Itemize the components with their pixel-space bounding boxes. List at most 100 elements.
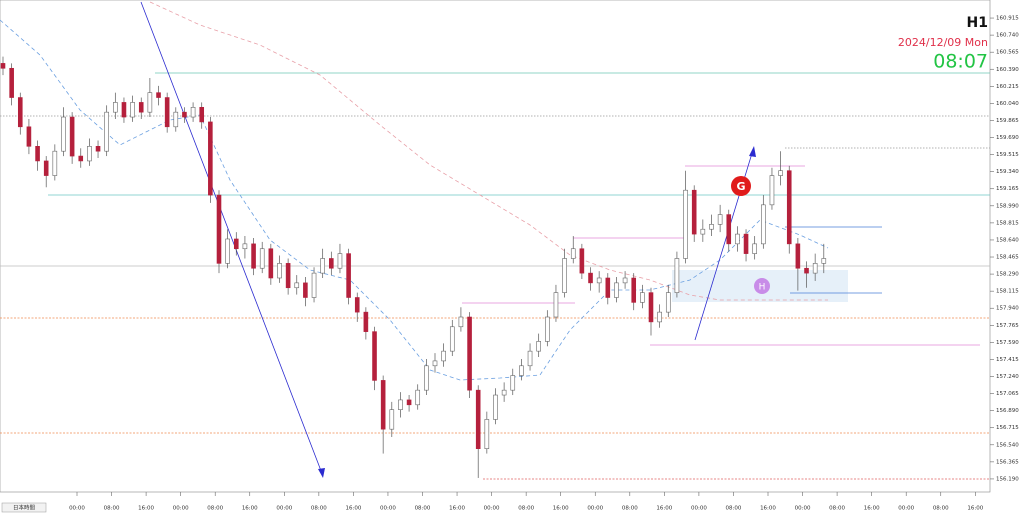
candle-body bbox=[709, 224, 714, 230]
y-tick-label: 156.190 bbox=[996, 476, 1019, 482]
candle-body bbox=[674, 258, 680, 293]
candle-body bbox=[648, 292, 654, 323]
candle-body bbox=[346, 253, 351, 298]
x-tick-label: 16:00 bbox=[656, 506, 672, 512]
y-tick-label: 156.715 bbox=[996, 425, 1019, 431]
y-tick-label: 158.815 bbox=[996, 220, 1019, 226]
candle-body bbox=[277, 263, 282, 279]
candle-body bbox=[130, 102, 135, 118]
y-tick-label: 156.890 bbox=[996, 408, 1019, 414]
candle-body bbox=[398, 399, 403, 410]
x-tick-label: 16:00 bbox=[449, 506, 465, 512]
candle-body bbox=[752, 243, 757, 254]
x-tick-label: 08:00 bbox=[518, 506, 534, 512]
y-tick-label: 159.515 bbox=[996, 152, 1019, 158]
candle-body bbox=[812, 263, 818, 274]
candle-body bbox=[164, 97, 170, 128]
x-tick-label: 00:00 bbox=[898, 506, 914, 512]
candle-body bbox=[596, 277, 602, 284]
y-tick-label: 156.365 bbox=[996, 459, 1019, 465]
y-tick-label: 160.040 bbox=[996, 101, 1019, 107]
x-tick-label: 16:00 bbox=[760, 506, 776, 512]
clock: 08:07 bbox=[933, 51, 988, 73]
x-tick-label: 08:00 bbox=[207, 506, 223, 512]
candle-body bbox=[285, 263, 291, 289]
candle-body bbox=[268, 248, 274, 279]
candle-body bbox=[717, 214, 723, 225]
candle-body bbox=[493, 394, 498, 420]
x-tick-label: 16:00 bbox=[242, 506, 258, 512]
candles bbox=[0, 56, 827, 478]
x-tick-label: 00:00 bbox=[484, 506, 500, 512]
candle-body bbox=[683, 189, 688, 259]
marker-h bbox=[754, 278, 770, 294]
x-tick-label: 08:00 bbox=[622, 506, 638, 512]
candle-body bbox=[17, 97, 23, 128]
candle-body bbox=[821, 258, 827, 264]
candle-body bbox=[553, 292, 559, 318]
candle-body bbox=[735, 233, 740, 245]
trend-arrow bbox=[140, 1, 324, 477]
candle-body bbox=[242, 243, 248, 250]
candle-body bbox=[519, 365, 524, 376]
candle-body bbox=[363, 311, 369, 332]
candle-body bbox=[320, 258, 325, 274]
candle-body bbox=[78, 155, 84, 162]
candle-body bbox=[726, 214, 732, 245]
candle-body bbox=[216, 194, 222, 264]
candle-body bbox=[173, 111, 179, 128]
x-tick-label: 00:00 bbox=[795, 506, 811, 512]
candle-body bbox=[199, 106, 205, 123]
candle-body bbox=[138, 102, 144, 113]
y-tick-label: 160.215 bbox=[996, 84, 1019, 90]
axis-label-box bbox=[1, 502, 47, 513]
y-tick-label: 157.415 bbox=[996, 357, 1019, 363]
candle-body bbox=[743, 233, 749, 254]
y-tick-label: 160.915 bbox=[996, 16, 1019, 22]
x-tick-label: 16:00 bbox=[345, 506, 361, 512]
candle-body bbox=[26, 126, 32, 147]
candle-body bbox=[9, 67, 14, 98]
y-tick-label: 158.990 bbox=[996, 203, 1019, 209]
candle-body bbox=[536, 341, 541, 352]
x-tick-label: 16:00 bbox=[138, 506, 154, 512]
candle-body bbox=[35, 146, 40, 162]
arrow-head bbox=[318, 468, 325, 478]
y-tick-label: 158.640 bbox=[996, 237, 1019, 243]
candle-body bbox=[527, 350, 533, 367]
candle-body bbox=[769, 175, 775, 206]
y-tick-label: 158.290 bbox=[996, 272, 1019, 278]
candle-body bbox=[778, 170, 783, 176]
x-tick-label: 08:00 bbox=[311, 506, 327, 512]
x-tick-label: 08:00 bbox=[104, 506, 120, 512]
candle-body bbox=[87, 146, 92, 162]
x-tick-label: 08:00 bbox=[726, 506, 742, 512]
x-tick-label: 16:00 bbox=[553, 506, 569, 512]
y-tick-label: 158.465 bbox=[996, 255, 1019, 261]
candle-body bbox=[441, 350, 446, 362]
candle-body bbox=[303, 282, 308, 298]
axis-label: 日本時間 bbox=[13, 504, 36, 512]
candle-body bbox=[251, 243, 256, 269]
marker-label: H bbox=[759, 283, 766, 293]
candle-body bbox=[69, 116, 75, 157]
moving-average bbox=[0, 19, 829, 381]
candle-body bbox=[631, 277, 637, 303]
candle-body bbox=[700, 228, 706, 235]
x-tick-label: 00:00 bbox=[380, 506, 396, 512]
candle-body bbox=[95, 146, 101, 152]
candle-body bbox=[121, 102, 127, 118]
y-tick-label: 156.540 bbox=[996, 442, 1019, 448]
candle-body bbox=[311, 272, 317, 298]
y-tick-label: 159.340 bbox=[996, 169, 1019, 175]
candle-body bbox=[156, 92, 161, 98]
marker-label: G bbox=[736, 180, 745, 193]
candle-body bbox=[579, 248, 585, 274]
x-tick-label: 00:00 bbox=[173, 506, 189, 512]
candle-body bbox=[657, 311, 662, 323]
candle-body bbox=[786, 170, 792, 245]
candle-body bbox=[329, 258, 334, 269]
candle-body bbox=[182, 111, 187, 118]
candle-body bbox=[570, 248, 576, 259]
